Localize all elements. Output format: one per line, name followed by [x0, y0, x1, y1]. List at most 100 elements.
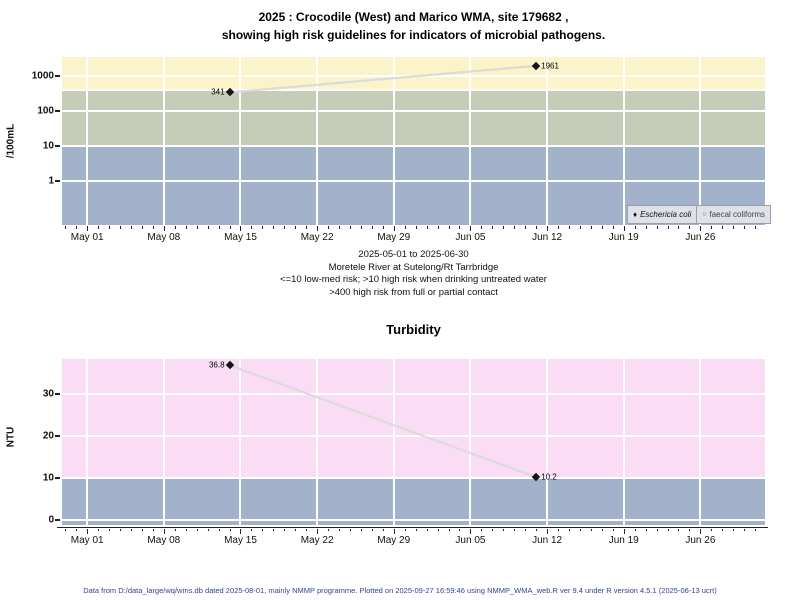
x-axis-tick	[339, 528, 341, 531]
x-axis-tick	[558, 528, 560, 531]
turbidity-title: Turbidity	[386, 322, 441, 337]
x-axis-tick	[251, 528, 253, 531]
x-axis-tick	[120, 528, 122, 531]
chart-captions: 2025-05-01 to 2025-06-30 Moretele River …	[62, 249, 765, 299]
x-axis-tick	[65, 528, 67, 531]
x-axis-tick	[722, 226, 724, 229]
x-axis-tick	[514, 226, 516, 229]
x-axis-tick	[185, 528, 187, 531]
x-axis-tick	[251, 226, 253, 229]
x-axis-tick	[98, 226, 100, 229]
legend: ♦ Eschericia coli ○ faecal coliforms	[627, 205, 772, 224]
x-axis-tick	[240, 528, 242, 534]
x-axis-tick	[284, 528, 286, 531]
x-axis-tick	[141, 226, 143, 229]
y-axis-tick	[55, 519, 60, 521]
x-axis-tick	[152, 528, 154, 531]
x-axis-tick	[525, 528, 527, 531]
x-axis-tick	[689, 528, 691, 531]
grid-line-vertical	[86, 57, 89, 225]
grid-line-horizontal	[62, 392, 765, 395]
x-tick-label: May 08	[147, 232, 181, 243]
grid-line-horizontal	[62, 518, 765, 521]
x-axis-tick	[722, 528, 724, 531]
y-axis-tick	[55, 110, 60, 112]
x-axis-tick	[317, 226, 319, 231]
x-axis-tick	[579, 528, 581, 531]
x-axis-tick	[87, 226, 89, 231]
x-axis-tick	[481, 226, 483, 229]
x-axis-tick	[426, 528, 428, 531]
x-axis-tick	[317, 528, 319, 534]
grid-line-vertical	[392, 359, 395, 525]
footer-provenance: Data from D:/data_large/wq/wms.db dated …	[83, 586, 717, 595]
x-axis-tick	[700, 528, 702, 534]
series-line-layer	[229, 364, 537, 479]
x-axis-tick	[547, 528, 549, 534]
x-axis-tick	[109, 528, 111, 531]
x-axis-tick	[328, 528, 330, 531]
y-axis-tick	[55, 180, 60, 182]
caption-risk-guideline-2: >400 high risk from full or partial cont…	[329, 286, 498, 298]
x-axis-tick	[733, 528, 735, 531]
x-axis-tick	[360, 528, 362, 531]
x-axis-tick	[109, 226, 111, 229]
x-tick-label: May 22	[300, 535, 334, 546]
legend-item-ecoli: ♦ Eschericia coli	[627, 205, 698, 224]
x-axis-tick	[547, 226, 549, 231]
x-axis-tick	[262, 226, 264, 229]
x-axis-tick	[163, 528, 165, 534]
x-axis-tick	[360, 226, 362, 229]
x-tick-label: May 08	[147, 535, 181, 546]
x-axis-tick	[65, 226, 67, 229]
x-axis-tick	[437, 528, 439, 531]
x-tick-label: May 01	[70, 535, 104, 546]
series-segment	[229, 364, 537, 479]
x-axis-tick	[152, 226, 154, 229]
x-axis-tick	[437, 226, 439, 229]
x-tick-label: Jun 05	[455, 535, 486, 546]
data-point-label: 36.8	[208, 360, 225, 370]
x-axis-tick	[306, 226, 308, 229]
x-axis-tick	[382, 528, 384, 531]
x-axis-tick	[568, 528, 570, 531]
x-axis-tick	[645, 226, 647, 229]
x-axis-tick	[328, 226, 330, 229]
y-axis-tick	[55, 75, 60, 77]
x-axis-tick	[404, 528, 406, 531]
data-point-label: 10.2	[541, 472, 557, 482]
x-axis-tick	[612, 226, 614, 229]
x-tick-label: Jun 05	[455, 232, 486, 243]
x-axis-tick	[733, 226, 735, 229]
x-axis-tick	[207, 226, 209, 229]
caption-date-range: 2025-05-01 to 2025-06-30	[358, 249, 469, 260]
x-axis-tick	[295, 528, 297, 531]
grid-line-vertical	[469, 57, 472, 225]
grid-line-horizontal	[62, 144, 765, 147]
x-axis-tick	[273, 528, 275, 531]
x-axis-tick	[339, 226, 341, 229]
x-axis-tick	[87, 528, 89, 534]
series-line-layer	[229, 64, 537, 94]
y-tick-label: 1000	[31, 70, 54, 82]
x-axis-tick	[448, 528, 450, 531]
x-axis-tick	[755, 226, 757, 229]
x-axis-tick	[536, 226, 538, 229]
x-axis-tick	[426, 226, 428, 229]
x-axis-tick	[612, 528, 614, 531]
y-tick-label: 1	[48, 175, 54, 187]
x-axis-tick	[755, 528, 757, 531]
x-axis-tick	[601, 226, 603, 229]
x-axis-tick	[503, 528, 505, 531]
x-axis-tick	[218, 528, 220, 531]
x-tick-label: May 01	[70, 232, 104, 243]
x-axis-tick	[349, 226, 351, 229]
x-axis-tick	[404, 226, 406, 229]
x-axis-tick	[262, 528, 264, 531]
x-tick-label: Jun 19	[608, 232, 639, 243]
legend-item-faecal-coliforms: ○ faecal coliforms	[696, 205, 772, 224]
y-axis-tick	[55, 435, 60, 437]
grid-line-horizontal	[62, 88, 765, 91]
risk-band	[62, 57, 765, 90]
